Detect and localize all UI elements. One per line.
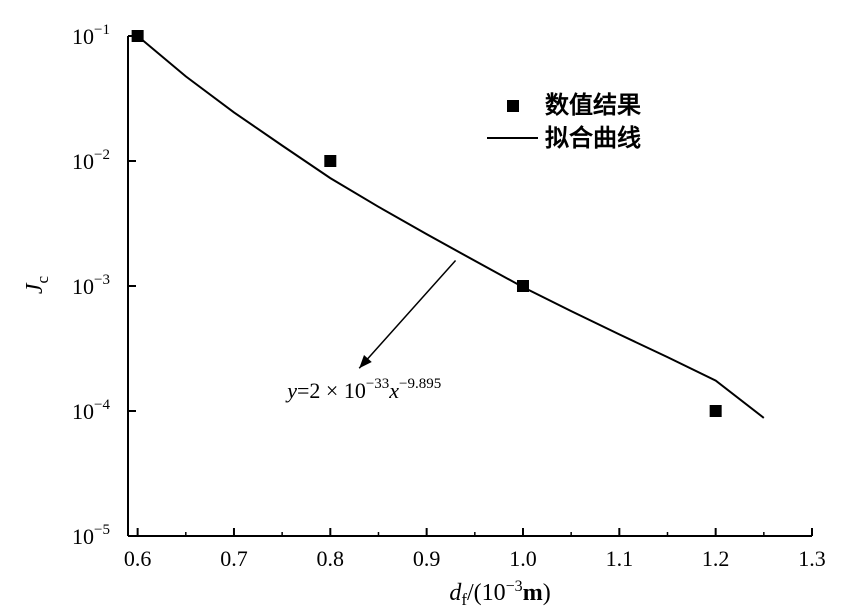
y-tick-label-base: 10 [72, 24, 94, 49]
equation-exp2: −9.895 [399, 376, 441, 392]
y-axis-label-var: J [22, 282, 48, 294]
y-axis-label: Jc [22, 275, 52, 294]
equation-exp1: −33 [366, 376, 389, 392]
y-tick-label: 10−2 [72, 147, 110, 174]
y-tick-label-exponent: −2 [94, 147, 110, 163]
legend: 数值结果 拟合曲线 [487, 91, 641, 152]
y-axis-label-sub: c [33, 275, 52, 283]
y-tick-label-exponent: −1 [94, 22, 110, 38]
equation-y: y [285, 378, 297, 403]
x-tick-label: 1.3 [798, 546, 826, 571]
x-tick-label: 0.9 [413, 546, 441, 571]
data-point-marker [516, 280, 529, 292]
legend-marker-symbol [507, 100, 519, 112]
y-tick-label-exponent: −5 [94, 522, 110, 538]
data-point-marker [131, 30, 144, 42]
fit-curve-layer [136, 35, 765, 419]
y-tick-label: 10−3 [72, 272, 110, 299]
y-tick-label: 10−5 [72, 522, 110, 549]
x-tick-label: 0.8 [317, 546, 345, 571]
x-axis-ticks: 0.6 0.7 0.8 0.9 1.0 1.1 1.2 1.3 [124, 528, 826, 571]
x-axis-label-unit-close: ) [543, 580, 551, 606]
y-tick-label: 10−4 [72, 397, 110, 424]
x-axis-label-unit-exp: −3 [506, 578, 523, 595]
annotation-arrow-head [359, 355, 372, 369]
data-point-marker [324, 155, 337, 167]
y-tick-label: 10−1 [72, 22, 110, 49]
y-tick-label-base: 10 [72, 399, 94, 424]
y-axis-ticks: 10−110−210−310−410−5 [72, 22, 136, 549]
data-point-marker [709, 405, 722, 417]
fit-curve-line [136, 35, 765, 419]
equation-annotation: y=2 × 10−33x−9.895 [285, 259, 457, 403]
annotation-arrow-shaft [358, 259, 457, 369]
x-tick-label: 1.2 [702, 546, 730, 571]
y-tick-label-base: 10 [72, 274, 94, 299]
equation-times: × [320, 378, 343, 403]
legend-label-line: 拟合曲线 [545, 124, 641, 152]
x-axis-label-var: d [449, 580, 462, 606]
x-tick-label: 1.1 [606, 546, 634, 571]
equation-text: y=2 × 10−33x−9.895 [285, 376, 441, 403]
equation-equals: =2 [297, 378, 320, 403]
x-axis-label-sub: f [461, 590, 467, 609]
equation-base: 10 [344, 378, 366, 403]
equation-x: x [388, 378, 399, 403]
x-tick-label: 0.7 [220, 546, 248, 571]
data-markers-layer [131, 30, 722, 417]
y-tick-label-exponent: −4 [94, 397, 110, 413]
x-axis-label-unit-tail: m [523, 580, 543, 606]
legend-label-markers: 数值结果 [545, 91, 641, 119]
y-tick-label-base: 10 [72, 149, 94, 174]
x-tick-label: 0.6 [124, 546, 152, 571]
x-axis-label-unit-open: /( [467, 580, 482, 606]
x-tick-label: 1.0 [509, 546, 537, 571]
y-tick-label-exponent: −3 [94, 272, 110, 288]
y-tick-label-base: 10 [72, 524, 94, 549]
x-axis-label: df/(10−3m) [449, 578, 550, 609]
x-axis-label-unit-base: 10 [482, 580, 506, 606]
